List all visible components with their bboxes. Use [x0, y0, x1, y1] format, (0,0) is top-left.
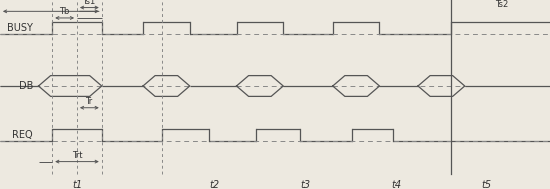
Text: t1: t1: [72, 180, 82, 189]
Text: REQ: REQ: [12, 130, 33, 140]
Text: BUSY: BUSY: [7, 23, 33, 33]
Text: t3: t3: [300, 180, 310, 189]
Text: Tb: Tb: [59, 7, 69, 16]
Text: t2: t2: [210, 180, 219, 189]
Text: t5: t5: [482, 180, 492, 189]
Text: DB: DB: [19, 81, 33, 91]
Text: Ts2: Ts2: [495, 0, 508, 9]
Text: Ts1: Ts1: [82, 0, 96, 6]
Text: Trt: Trt: [72, 151, 82, 160]
Text: t4: t4: [391, 180, 401, 189]
Text: Tr: Tr: [85, 97, 93, 106]
